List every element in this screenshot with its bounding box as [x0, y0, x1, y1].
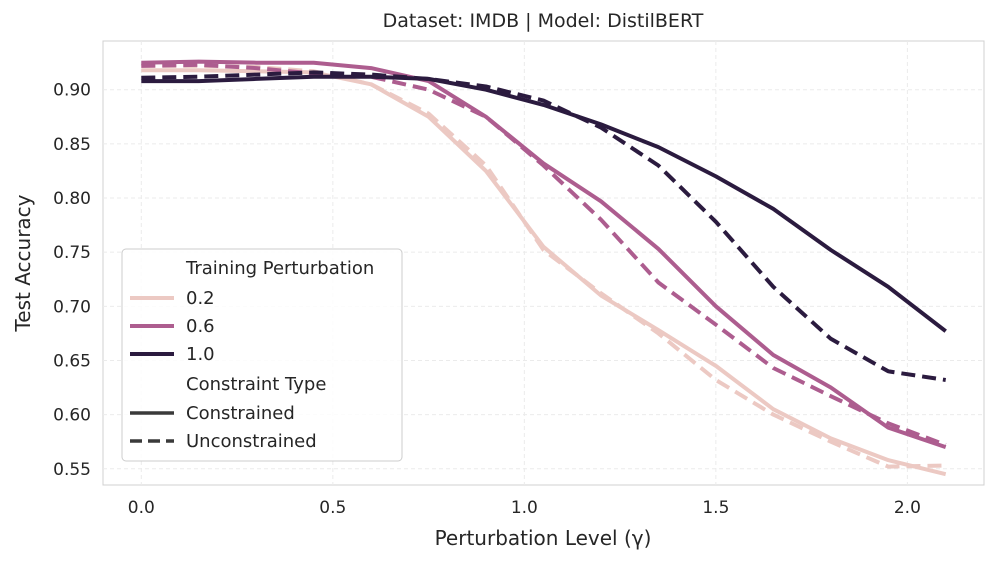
x-tick-label: 0.5: [319, 498, 346, 518]
x-axis-label: Perturbation Level (γ): [435, 526, 652, 550]
grid-lines: [103, 41, 984, 485]
legend-label-1.0: 1.0: [186, 344, 215, 365]
legend-label-0.2: 0.2: [186, 288, 215, 309]
legend-title-hue: Training Perturbation: [185, 258, 374, 279]
y-axis-label: Test Accuracy: [11, 194, 35, 332]
y-tick-label: 0.90: [53, 81, 91, 101]
legend: Training Perturbation 0.2 0.6 1.0 Constr…: [121, 248, 403, 462]
legend-label-0.6: 0.6: [186, 316, 215, 337]
x-tick-label: 0.0: [128, 498, 155, 518]
legend-box: [121, 248, 403, 462]
y-tick-label: 0.55: [53, 460, 91, 480]
legend-label-constrained: Constrained: [186, 403, 295, 424]
y-tick-label: 0.60: [53, 406, 91, 426]
y-tick-label: 0.80: [53, 189, 91, 209]
series-line-0.6-unconstrained: [141, 62, 947, 447]
y-tick-labels: 0.55 0.60 0.65 0.70 0.75 0.80 0.85 0.90: [53, 81, 91, 480]
series-line-1.0-constrained: [141, 74, 947, 333]
x-tick-label: 1.5: [702, 498, 729, 518]
x-tick-labels: 0.0 0.5 1.0 1.5 2.0: [128, 498, 921, 518]
legend-label-unconstrained: Unconstrained: [186, 431, 317, 452]
series-line-1.0-unconstrained: [141, 70, 946, 382]
x-tick-label: 1.0: [511, 498, 538, 518]
series-lines: [141, 59, 947, 477]
x-tick-label: 2.0: [894, 498, 921, 518]
y-tick-label: 0.65: [53, 351, 91, 371]
chart-title: Dataset: IMDB | Model: DistilBERT: [383, 10, 704, 32]
legend-title-style: Constraint Type: [186, 374, 326, 395]
y-tick-label: 0.75: [53, 243, 91, 263]
y-tick-label: 0.70: [53, 297, 91, 317]
y-tick-label: 0.85: [53, 135, 91, 155]
